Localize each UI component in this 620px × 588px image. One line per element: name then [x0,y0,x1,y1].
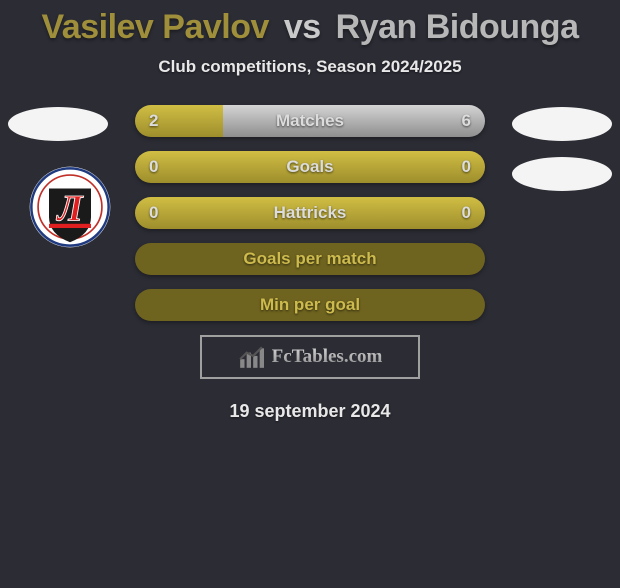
date-label: 19 september 2024 [0,401,620,422]
stat-label: Hattricks [274,203,347,223]
player2-name: Ryan Bidounga [336,8,579,46]
stat-label: Goals [286,157,333,177]
stat-bar: Goals per match [135,243,485,275]
stat-bar: Min per goal [135,289,485,321]
stat-value-right: 0 [462,157,471,177]
player2-badge-oval-1 [512,107,612,141]
club-crest-icon: Л [28,165,112,249]
player1-badge-oval [8,107,108,141]
brand-label: FcTables.com [272,346,383,368]
comparison-panel: Л Matches 2 6 Goals 0 0 Hattricks 0 0 Goals per m… [0,105,620,422]
subtitle: Club competitions, Season 2024/2025 [0,57,620,77]
stat-label: Goals per match [243,249,376,269]
stat-bar: Goals 0 0 [135,151,485,183]
bar-fill-right [223,105,486,137]
player2-badge-oval-2 [512,157,612,191]
stat-value-right: 6 [462,111,471,131]
stat-value-left: 0 [149,157,158,177]
comparison-title: Vasilev Pavlov vs Ryan Bidounga [0,8,620,47]
stat-value-right: 0 [462,203,471,223]
stat-bars: Matches 2 6 Goals 0 0 Hattricks 0 0 Goals per mat… [135,105,485,321]
brand-box: FcTables.com [200,335,420,379]
svg-text:Л: Л [55,187,84,228]
player1-name: Vasilev Pavlov [42,8,269,46]
stat-label: Min per goal [260,295,360,315]
stat-value-left: 0 [149,203,158,223]
stat-label: Matches [276,111,344,131]
stat-bar: Hattricks 0 0 [135,197,485,229]
bar-chart-icon [238,344,264,370]
vs-label: vs [284,8,321,46]
stat-value-left: 2 [149,111,158,131]
stat-bar: Matches 2 6 [135,105,485,137]
